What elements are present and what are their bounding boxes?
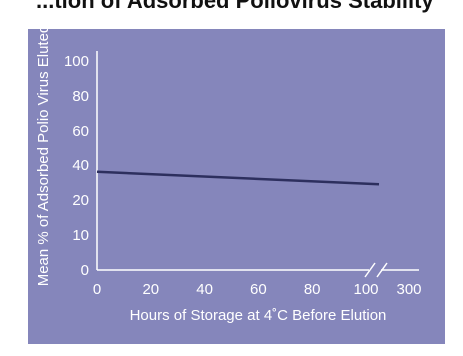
y-tick-labels: 0 10 20 40 60 80 100: [64, 53, 89, 279]
x-tick-label: 80: [304, 281, 321, 298]
x-tick-label: 100: [353, 281, 378, 298]
y-tick-label: 80: [72, 88, 89, 105]
series-line: [96, 170, 380, 186]
chart-svg: 0 10 20 40 60 80 100 0 20 40 60 80 100 300 Mean % of…: [35, 29, 422, 324]
y-tick-label: 0: [81, 262, 89, 279]
y-tick-label: 100: [64, 53, 89, 70]
y-tick-label: 20: [72, 192, 89, 209]
x-tick-label: 60: [250, 281, 267, 298]
chart-title-text: ...tion of Adsorbed Poliovirus Stability: [36, 0, 434, 13]
axis-break-mark: [376, 262, 388, 278]
x-tick-label: 40: [196, 281, 213, 298]
x-axis-label: Hours of Storage at 4˚C Before Elution: [130, 307, 387, 324]
x-tick-label: 300: [396, 281, 421, 298]
x-tick-labels: 0 20 40 60 80 100 300: [93, 281, 422, 298]
x-tick-label: 20: [142, 281, 159, 298]
y-tick-label: 10: [72, 227, 89, 244]
axis-break-mark: [364, 262, 376, 278]
y-tick-label: 40: [72, 157, 89, 174]
x-tick-label: 0: [93, 281, 101, 298]
series-group: [96, 170, 380, 186]
chart-panel: 0 10 20 40 60 80 100 0 20 40 60 80 100 300 Mean % of…: [28, 29, 445, 344]
axes: [96, 51, 419, 278]
y-tick-label: 60: [72, 123, 89, 140]
y-axis-label: Mean % of Adsorbed Polio Virus Eluted: [35, 29, 52, 286]
chart-title-partial: ...tion of Adsorbed Poliovirus Stability: [0, 0, 463, 30]
